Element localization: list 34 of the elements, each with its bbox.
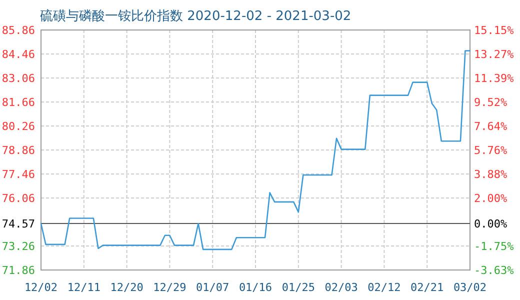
x-tick-label: 01/07: [196, 281, 230, 294]
y2-tick-label: 13.27%: [474, 48, 514, 62]
y-tick-label: 85.86: [2, 24, 35, 37]
y-tick-label: 74.57: [2, 218, 35, 231]
y2-tick-label: -3.63%: [474, 264, 514, 277]
y-tick-label: 83.06: [2, 72, 35, 85]
y-tick-label: 78.86: [2, 144, 35, 157]
x-tick-label: 02/12: [368, 281, 401, 294]
y-tick-label: 73.26: [2, 240, 35, 253]
y2-tick-label: 0.00%: [474, 218, 508, 231]
x-tick-label: 12/11: [67, 281, 100, 294]
x-tick-label: 12/29: [153, 281, 186, 294]
y-tick-label: 80.26: [2, 120, 35, 133]
x-tick-label: 03/02: [453, 281, 487, 294]
y-tick-label: 77.46: [2, 168, 35, 181]
y2-tick-label: 2.00%: [474, 192, 508, 206]
x-tick-label: 12/02: [24, 281, 58, 294]
y-tick-label: 81.66: [2, 96, 35, 109]
x-tick-label: 01/16: [238, 281, 272, 294]
x-tick-label: 02/21: [410, 281, 444, 294]
y2-tick-label: 5.76%: [474, 144, 508, 157]
y-tick-label: 84.46: [2, 48, 35, 61]
y2-tick-label: 9.52%: [474, 96, 508, 109]
chart-title: 硫磺与磷酸一铵比价指数 2020-12-02 - 2021-03-02: [40, 9, 352, 24]
x-tick-label: 02/03: [324, 281, 358, 294]
y-tick-label: 76.06: [2, 192, 35, 205]
y2-tick-label: 3.88%: [474, 168, 508, 182]
y-tick-label: 71.86: [2, 264, 35, 277]
y2-tick-label: -1.75%: [474, 240, 514, 253]
y2-tick-label: 11.39%: [474, 72, 514, 86]
x-tick-label: 01/25: [282, 281, 315, 294]
x-tick-label: 12/20: [110, 281, 144, 294]
y2-tick-label: 15.15%: [474, 24, 514, 37]
y2-tick-label: 7.64%: [474, 120, 508, 133]
